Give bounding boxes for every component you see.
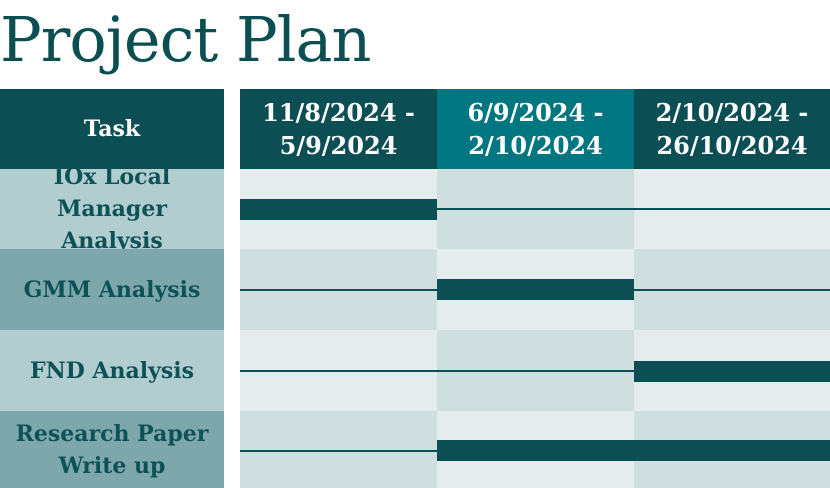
gantt-bar <box>437 440 830 461</box>
timeline-line <box>240 370 830 372</box>
task-column-header: Task <box>0 89 224 169</box>
gantt-bar <box>437 279 634 300</box>
task-name-3: FND Analysis <box>0 330 224 411</box>
period-header-3: 2/10/2024 - 26/10/2024 <box>634 89 830 169</box>
task-name-4: Research Paper Write up <box>0 411 224 488</box>
task-name-1: IOx Local Manager Analysis <box>0 164 224 254</box>
period-header-2: 6/9/2024 - 2/10/2024 <box>437 89 634 169</box>
timeline-line <box>240 208 830 210</box>
period-header-1: 11/8/2024 - 5/9/2024 <box>240 89 437 169</box>
gantt-cell <box>240 411 437 488</box>
gantt-bar <box>240 199 437 220</box>
gantt-bar <box>634 361 830 382</box>
task-name-2: GMM Analysis <box>0 249 224 330</box>
page-title: Project Plan <box>0 3 371 76</box>
